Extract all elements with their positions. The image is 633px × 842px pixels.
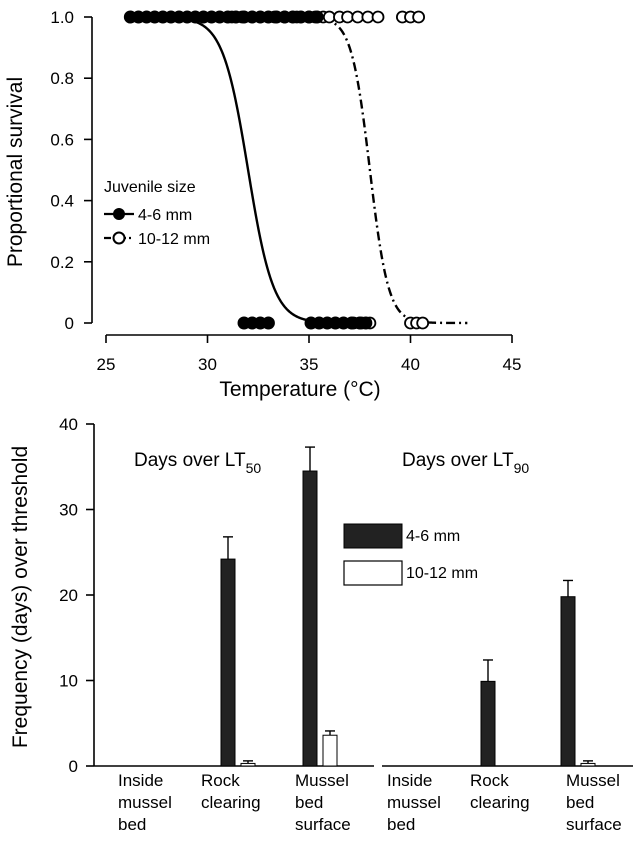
panel-title-lt50: Days over LT50: [134, 450, 261, 476]
frequency-y-axis-title: Frequency (days) over threshold: [9, 446, 32, 748]
survival-x-tick-label: 25: [97, 355, 116, 374]
panel-title-lt50-main: Days over LT: [134, 450, 246, 471]
frequency-bar-chart: 0 10 20 30 40 Inside mussel bed Rock clearing Mus…: [9, 415, 633, 834]
category-label: mussel: [118, 793, 172, 812]
data-point-10-12mm: [371, 10, 385, 24]
legend-label-4-6mm: 4-6 mm: [138, 207, 192, 224]
frequency-category-labels: Inside mussel bed Rock clearing Mussel bed surf…: [118, 771, 622, 834]
category-label: Inside: [118, 771, 163, 790]
survival-fit-curves: [130, 15, 468, 325]
survival-y-tick-label: 0.2: [50, 253, 74, 272]
category-label: surface: [566, 815, 622, 834]
survival-y-tick-label: 0.4: [50, 192, 74, 211]
category-label: bed: [387, 815, 415, 834]
survival-x-tick-label: 35: [300, 355, 319, 374]
legend-open-circle-marker: [112, 231, 126, 245]
survival-x-tick-label: 30: [198, 355, 217, 374]
survival-legend-title: Juvenile size: [104, 179, 196, 196]
bar-10-12mm: [240, 762, 256, 767]
bar-4-6mm: [560, 596, 576, 767]
category-label: Inside: [387, 771, 432, 790]
survival-chart: 0 0.2 0.4 0.6 0.8 1.0 25 30 35 40 45 Proportional…: [4, 8, 521, 401]
survival-x-axis-title: Temperature (°C): [219, 378, 380, 401]
bar-4-6mm: [302, 470, 318, 767]
legend-label-10-12mm: 10-12 mm: [138, 231, 210, 248]
category-label: clearing: [470, 793, 530, 812]
bar-4-6mm: [480, 680, 496, 767]
category-label: Mussel: [566, 771, 620, 790]
bar-10-12mm: [580, 762, 596, 767]
data-point-4-6mm: [310, 10, 324, 24]
category-label: mussel: [387, 793, 441, 812]
panel-title-lt90-main: Days over LT: [402, 450, 514, 471]
survival-x-axis: 25 30 35 40 45: [97, 334, 522, 374]
category-label: bed: [566, 793, 594, 812]
survival-y-axis-title: Proportional survival: [4, 77, 27, 267]
survival-y-axis: 0 0.2 0.4 0.6 0.8 1.0: [50, 8, 93, 333]
survival-data-points: [123, 10, 430, 330]
category-label: clearing: [201, 793, 261, 812]
panel-title-lt90-sub: 90: [514, 460, 530, 476]
frequency-bars: [220, 446, 596, 767]
frequency-y-tick-label: 30: [59, 501, 78, 520]
legend-swatch-10-12mm: [343, 560, 403, 586]
category-label: Mussel: [295, 771, 349, 790]
category-label: bed: [295, 793, 323, 812]
panel-title-lt90: Days over LT90: [402, 450, 529, 476]
frequency-y-tick-label: 40: [59, 415, 78, 434]
legend-label-10-12mm-bars: 10-12 mm: [406, 565, 478, 582]
legend-entry-10-12mm: 10-12 mm: [104, 231, 210, 248]
frequency-legend: 4-6 mm 10-12 mm: [343, 523, 478, 586]
legend-swatch-4-6mm: [343, 523, 403, 549]
data-point-10-12mm: [416, 316, 430, 330]
fit-curve-10-12mm: [227, 15, 468, 325]
survival-y-tick-label: 0: [65, 314, 74, 333]
category-label: surface: [295, 815, 351, 834]
bar-10-12mm: [322, 734, 338, 767]
data-point-10-12mm: [412, 10, 426, 24]
category-label: Rock: [470, 771, 509, 790]
category-label: Rock: [201, 771, 240, 790]
category-label: bed: [118, 815, 146, 834]
survival-y-tick-label: 0.8: [50, 69, 74, 88]
survival-y-tick-label: 1.0: [50, 8, 74, 27]
survival-y-tick-label: 0.6: [50, 130, 74, 149]
panel-title-lt50-sub: 50: [246, 460, 262, 476]
frequency-y-tick-label: 0: [69, 757, 78, 776]
fit-curve-4-6mm: [130, 15, 362, 325]
frequency-y-tick-label: 10: [59, 672, 78, 691]
frequency-y-tick-label: 20: [59, 586, 78, 605]
legend-entry-4-6mm: 4-6 mm: [104, 207, 192, 224]
legend-label-4-6mm-bars: 4-6 mm: [406, 528, 460, 545]
bar-4-6mm: [220, 558, 236, 767]
data-point-4-6mm: [359, 316, 373, 330]
survival-x-tick-label: 40: [401, 355, 420, 374]
data-point-4-6mm: [261, 316, 275, 330]
legend-filled-circle-marker: [113, 208, 125, 220]
survival-x-tick-label: 45: [503, 355, 522, 374]
frequency-y-axis: 0 10 20 30 40: [59, 415, 95, 776]
survival-legend: Juvenile size 4-6 mm 10-12 mm: [104, 179, 210, 248]
